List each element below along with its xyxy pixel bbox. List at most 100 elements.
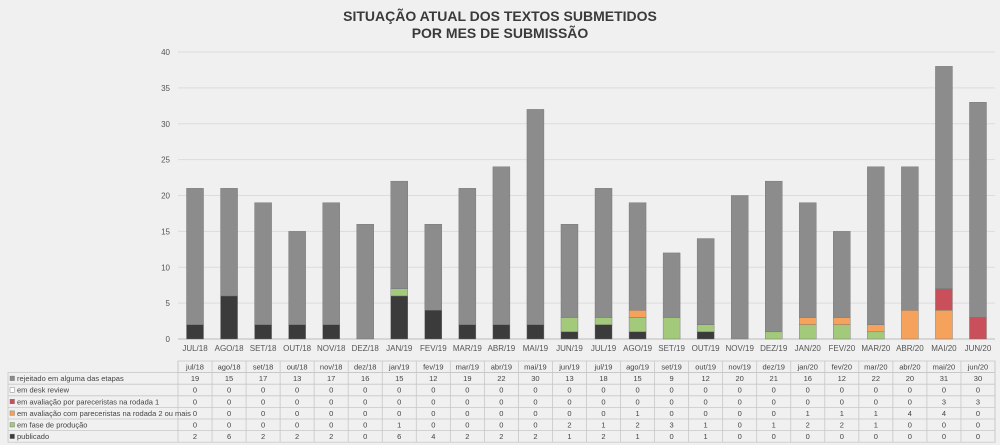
- table-value-cell: 0: [533, 421, 537, 430]
- legend-swatch: [9, 387, 15, 393]
- x-tick-label: MAR/19: [453, 344, 482, 353]
- table-value-cell: 0: [806, 397, 810, 406]
- table-header-cell: jul/18: [185, 363, 204, 372]
- table-value-cell: 0: [567, 409, 571, 418]
- table-value-cell: 0: [874, 397, 878, 406]
- table-value-cell: 0: [397, 409, 401, 418]
- table-value-cell: 0: [431, 386, 435, 395]
- bar-segment: [560, 331, 579, 340]
- bar-segment: [935, 288, 953, 311]
- table-value-cell: 31: [940, 374, 948, 383]
- table-value-cell: 16: [361, 374, 369, 383]
- table-value-cell: 4: [431, 432, 435, 441]
- table-value-cell: 1: [635, 409, 639, 418]
- table-value-cell: 0: [261, 386, 265, 395]
- table-header-cell: nov/18: [320, 363, 343, 372]
- table-header-cell: jan/20: [797, 363, 818, 372]
- table-value-cell: 0: [976, 432, 980, 441]
- table-value-cell: 6: [397, 432, 401, 441]
- table-value-cell: 0: [295, 421, 299, 430]
- bar-segment: [560, 317, 579, 333]
- table-value-cell: 0: [533, 397, 537, 406]
- bar-segment: [867, 166, 885, 325]
- table-value-cell: 0: [772, 397, 776, 406]
- bar-segment: [696, 324, 715, 333]
- table-value-cell: 1: [772, 421, 776, 430]
- bar-segment: [526, 109, 545, 325]
- table-header-cell: mai/19: [524, 363, 547, 372]
- bar-segment: [867, 331, 885, 340]
- table-value-cell: 0: [499, 397, 503, 406]
- table-header-cell: mar/19: [456, 363, 479, 372]
- legend-label: em desk review: [17, 386, 70, 395]
- x-tick-label: ABR/19: [488, 344, 516, 353]
- table-value-cell: 0: [806, 386, 810, 395]
- bar-segment: [560, 223, 579, 318]
- bar-segment: [799, 202, 817, 318]
- table-value-cell: 0: [363, 432, 367, 441]
- table-value-cell: 1: [874, 421, 878, 430]
- bar-segment: [492, 166, 511, 325]
- table-value-cell: 0: [908, 432, 912, 441]
- table-value-cell: 3: [942, 397, 946, 406]
- table-value-cell: 1: [874, 409, 878, 418]
- table-header-cell: jun/20: [967, 363, 988, 372]
- x-tick-label: SET/18: [250, 344, 277, 353]
- x-tick-label: JAN/20: [795, 344, 822, 353]
- bar-segment: [424, 310, 443, 340]
- bar-segment: [799, 324, 817, 340]
- table-value-cell: 2: [261, 432, 265, 441]
- bar-segment: [696, 331, 715, 340]
- x-tick-label: JAN/19: [386, 344, 413, 353]
- table-value-cell: 0: [670, 397, 674, 406]
- bars: [186, 66, 987, 340]
- table-value-cell: 2: [193, 432, 197, 441]
- bar-segment: [458, 324, 477, 340]
- bar-segment: [254, 324, 272, 340]
- table-value-cell: 0: [363, 421, 367, 430]
- legend-label: publicado: [17, 432, 49, 441]
- x-tick-label: DEZ/19: [760, 344, 788, 353]
- table-value-cell: 1: [601, 421, 605, 430]
- bar-segment: [594, 188, 613, 318]
- table-value-cell: 19: [463, 374, 471, 383]
- x-tick-label: NOV/19: [725, 344, 754, 353]
- table-value-cell: 0: [431, 409, 435, 418]
- table-value-cell: 0: [465, 421, 469, 430]
- bar-segment: [901, 310, 919, 340]
- bar-segment: [288, 231, 306, 325]
- y-tick-label: 40: [161, 48, 170, 57]
- table-header-cell: set/19: [661, 363, 681, 372]
- x-tick-label: MAI/20: [931, 344, 957, 353]
- table-value-cell: 12: [429, 374, 437, 383]
- table-value-cell: 0: [329, 421, 333, 430]
- x-tick-label: FEV/20: [828, 344, 855, 353]
- table-header-cell: set/18: [253, 363, 273, 372]
- table-value-cell: 22: [872, 374, 880, 383]
- table-value-cell: 2: [465, 432, 469, 441]
- table-value-cell: 0: [738, 386, 742, 395]
- y-tick-label: 0: [166, 335, 171, 344]
- table-header-cell: dez/18: [354, 363, 377, 372]
- table-value-cell: 0: [363, 397, 367, 406]
- table-header-cell: mai/20: [933, 363, 956, 372]
- table-value-cell: 0: [976, 421, 980, 430]
- bar-segment: [662, 252, 681, 318]
- bar-segment: [696, 238, 715, 325]
- y-tick-label: 25: [161, 156, 170, 165]
- x-tick-label: AGO/18: [215, 344, 244, 353]
- table-value-cell: 0: [908, 386, 912, 395]
- table-value-cell: 0: [840, 386, 844, 395]
- y-tick-label: 30: [161, 120, 170, 129]
- table-value-cell: 20: [736, 374, 744, 383]
- table-value-cell: 0: [567, 386, 571, 395]
- table-value-cell: 30: [531, 374, 539, 383]
- table-value-cell: 0: [261, 397, 265, 406]
- table-value-cell: 0: [261, 409, 265, 418]
- bar-segment: [424, 223, 443, 311]
- table-value-cell: 0: [329, 397, 333, 406]
- table-value-cell: 0: [295, 386, 299, 395]
- data-table: jul/18 ago/18 set/18 out/18 nov/18 dez/18 jan/…: [7, 360, 996, 443]
- table-value-cell: 0: [397, 397, 401, 406]
- bar-segment: [390, 288, 408, 297]
